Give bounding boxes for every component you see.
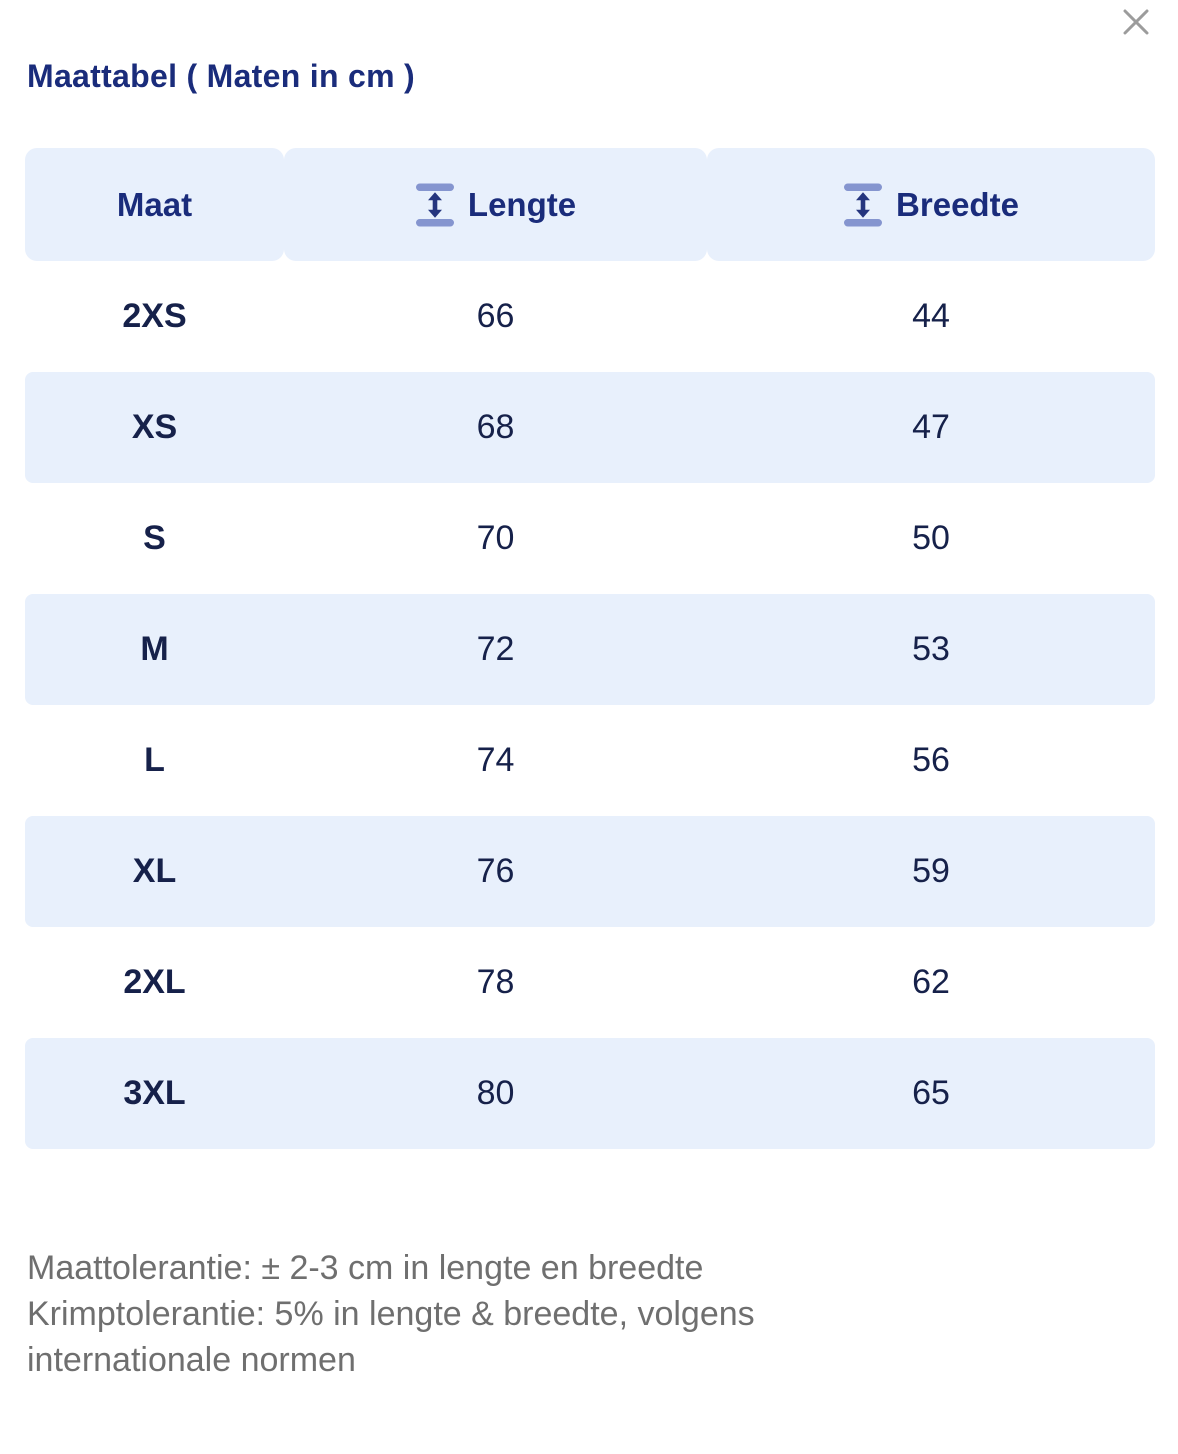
cell-breedte: 62 bbox=[912, 963, 950, 1001]
cell-breedte: 47 bbox=[912, 408, 950, 446]
cell-lengte: 66 bbox=[476, 297, 515, 335]
close-button[interactable] bbox=[1114, 0, 1158, 44]
table-row: L 74 56 bbox=[25, 705, 1155, 816]
cell-lengte: 70 bbox=[476, 519, 515, 557]
cell-maat: XS bbox=[131, 408, 178, 446]
cell-breedte: 65 bbox=[912, 1074, 950, 1112]
table-row: S 70 50 bbox=[25, 483, 1155, 594]
table-row: XS 68 47 bbox=[25, 372, 1155, 483]
column-header-lengte-label: Lengte bbox=[467, 185, 577, 223]
table-row: 2XL 78 62 bbox=[25, 927, 1155, 1038]
cell-lengte: 80 bbox=[476, 1074, 515, 1112]
table-row: M 72 53 bbox=[25, 594, 1155, 705]
cell-breedte: 56 bbox=[912, 741, 950, 779]
cell-breedte: 44 bbox=[912, 297, 950, 335]
tolerance-note-line: Maattolerantie: ± 2-3 cm in lengte en br… bbox=[27, 1249, 704, 1287]
column-header-maat: Maat bbox=[25, 148, 284, 261]
cell-maat: 3XL bbox=[123, 1074, 186, 1112]
column-header-lengte: Lengte bbox=[284, 148, 707, 261]
table-row: 3XL 80 65 bbox=[25, 1038, 1155, 1149]
cell-breedte: 53 bbox=[912, 630, 950, 668]
column-header-maat-label: Maat bbox=[116, 185, 193, 223]
cell-lengte: 72 bbox=[476, 630, 515, 668]
dialog-title: Maattabel ( Maten in cm ) bbox=[27, 58, 415, 94]
tolerance-note-line: internationale normen bbox=[27, 1341, 356, 1379]
cell-maat: XL bbox=[132, 852, 177, 890]
cell-lengte: 76 bbox=[476, 852, 515, 890]
cell-maat: 2XS bbox=[122, 297, 187, 335]
table-header: Maat Lengte bbox=[25, 148, 1155, 261]
cell-maat: S bbox=[143, 519, 166, 557]
tolerance-note-line: Krimptolerantie: 5% in lengte & breedte,… bbox=[27, 1295, 755, 1333]
tolerance-notes: Maattolerantie: ± 2-3 cm in lengte en br… bbox=[27, 1245, 1178, 1383]
vertical-measure-icon bbox=[843, 182, 883, 228]
close-icon bbox=[1118, 9, 1154, 43]
table-body: 2XS 66 44 XS 68 47 S 70 50 M 72 53 L 74 … bbox=[25, 261, 1155, 1149]
cell-breedte: 59 bbox=[912, 852, 950, 890]
cell-maat: 2XL bbox=[123, 963, 186, 1001]
cell-lengte: 78 bbox=[476, 963, 515, 1001]
cell-lengte: 74 bbox=[476, 741, 515, 779]
table-row: 2XS 66 44 bbox=[25, 261, 1155, 372]
size-table: Maat Lengte bbox=[25, 148, 1155, 1149]
vertical-measure-icon bbox=[415, 182, 455, 228]
table-row: XL 76 59 bbox=[25, 816, 1155, 927]
cell-maat: L bbox=[144, 741, 165, 779]
column-header-breedte: Breedte bbox=[707, 148, 1155, 261]
column-header-breedte-label: Breedte bbox=[896, 185, 1019, 223]
cell-lengte: 68 bbox=[476, 408, 515, 446]
cell-breedte: 50 bbox=[912, 519, 950, 557]
cell-maat: M bbox=[140, 630, 169, 668]
